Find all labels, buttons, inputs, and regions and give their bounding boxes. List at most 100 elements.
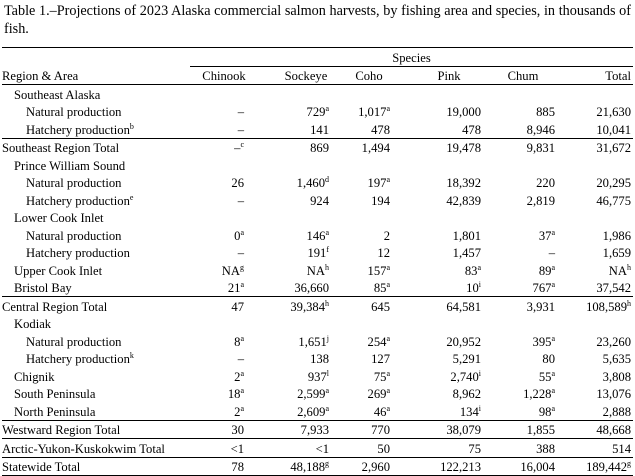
area-group-row: Southeast Alaska [2, 85, 633, 103]
cell-value: 395 [532, 334, 552, 349]
cell-pink: 1,801 [402, 226, 484, 244]
column-header-chum: Chum [484, 66, 558, 85]
row-label-text: Upper Cook Inlet [14, 263, 103, 278]
cell-coho: 2 [340, 226, 402, 244]
footnote-marker: a [551, 227, 555, 237]
cell-coho: 157a [340, 261, 402, 279]
cell-sockeye: 141 [264, 120, 340, 138]
cell-value: 20,952 [446, 334, 481, 349]
cell-total: 514 [558, 438, 633, 457]
cell-coho: 194 [340, 191, 402, 209]
cell-pink: 2,740i [402, 367, 484, 385]
cell-sockeye: NAh [264, 261, 340, 279]
cell-value: 48,668 [596, 423, 631, 437]
cell-sockeye [264, 315, 340, 333]
cell-chinook: 18a [190, 385, 264, 403]
row-label-text: Lower Cook Inlet [14, 211, 104, 225]
cell-pink: 20,952 [402, 332, 484, 350]
cell-value: 2,599 [297, 387, 326, 401]
table-row: Natural production –729a 1,017a 19,000 885 21… [2, 103, 633, 121]
cell-coho [340, 85, 402, 103]
cell-pink: 1,457 [402, 244, 484, 262]
footnote-marker: a [386, 262, 390, 272]
region-total-row: Arctic-Yukon-Kuskokwim Total <1 <1 50 75 388 5… [2, 438, 633, 457]
cell-chum: 37a [484, 226, 558, 244]
cell-coho: 46a [340, 402, 402, 420]
cell-pink: 18,392 [402, 174, 484, 192]
cell-pink: 42,839 [402, 191, 484, 209]
cell-chum: 395a [484, 332, 558, 350]
cell-sockeye: 869 [264, 137, 340, 156]
cell-coho [340, 315, 402, 333]
cell-chinook: 21a [190, 279, 264, 297]
table-row: Bristol Bay 21a 36,660 85a 10i 767a 37,542 [2, 279, 633, 297]
cell-sockeye: 1,460d [264, 174, 340, 192]
cell-chinook: 2a [190, 402, 264, 420]
cell-value: 47 [231, 299, 244, 314]
cell-value: 8 [234, 334, 241, 349]
cell-total: 108,589h [558, 296, 633, 315]
table-caption: Table 1.–Projections of 2023 Alaska comm… [4, 3, 631, 37]
footnote-marker: e [129, 192, 134, 202]
footnote-marker: f [326, 245, 329, 254]
footnote-marker: a [386, 386, 390, 395]
cell-sockeye: 138 [264, 350, 340, 368]
cell-value: 191 [307, 246, 327, 260]
cell-value: 8,962 [452, 387, 481, 401]
cell-value: 3,931 [526, 299, 555, 314]
cell-value: – [548, 246, 555, 260]
cell-sockeye: 39,384h [264, 296, 340, 315]
cell-total: 5,635 [558, 350, 633, 368]
cell-chum [484, 315, 558, 333]
cell-value: 1,228 [523, 387, 552, 401]
footnote-marker: d [325, 175, 329, 184]
cell-chinook: – [190, 191, 264, 209]
row-label: Kodiak [2, 315, 190, 333]
row-label: Chignik [2, 367, 190, 385]
region-total-row: Westward Region Total 30 7,933 770 38,079 1,8… [2, 419, 633, 439]
cell-sockeye: 937l [264, 367, 340, 385]
footnote-marker: i [478, 280, 481, 289]
row-label: Bristol Bay [2, 279, 190, 297]
cell-coho: 770 [340, 419, 402, 439]
cell-total [558, 209, 633, 227]
row-label: Lower Cook Inlet [2, 209, 190, 227]
footnote-marker: h [627, 298, 631, 308]
column-header-coho: Coho [340, 66, 402, 85]
cell-chinook: – [190, 103, 264, 121]
cell-value: 78 [231, 460, 244, 474]
row-label: Natural production [2, 332, 190, 350]
cell-coho: 478 [340, 120, 402, 138]
cell-value: 194 [371, 193, 390, 208]
cell-value: 2 [234, 369, 241, 384]
cell-value: 37 [538, 228, 552, 243]
cell-value: 2,609 [297, 404, 326, 419]
cell-value: 8,946 [526, 122, 555, 137]
cell-value: 1,017 [358, 105, 387, 119]
cell-coho: 269a [340, 385, 402, 403]
cell-value: 5,635 [602, 352, 631, 366]
cell-value: 2 [383, 228, 390, 243]
cell-value: 10 [466, 281, 479, 295]
cell-value: 19,478 [446, 141, 481, 155]
cell-value: 937 [307, 369, 327, 384]
cell-value: – [237, 352, 244, 366]
cell-value: 885 [536, 105, 555, 119]
cell-value: 21 [227, 281, 241, 295]
footnote-marker: a [240, 403, 244, 413]
cell-coho: 645 [340, 296, 402, 315]
footnote-marker: b [129, 121, 134, 131]
cell-sockeye: 1,651j [264, 332, 340, 350]
row-label: Arctic-Yukon-Kuskokwim Total [2, 438, 190, 457]
cell-value: 83 [464, 263, 478, 278]
cell-value: 18,392 [446, 176, 481, 190]
cell-coho: 127 [340, 350, 402, 368]
cell-pink: 83a [402, 261, 484, 279]
cell-value: 31,672 [596, 141, 631, 155]
cell-total: 37,542 [558, 279, 633, 297]
row-label-text: Natural production [26, 228, 122, 243]
footnote-marker: k [129, 351, 134, 360]
cell-chinook: 2a [190, 367, 264, 385]
cell-value: 2,888 [602, 404, 631, 419]
cell-pink [402, 315, 484, 333]
